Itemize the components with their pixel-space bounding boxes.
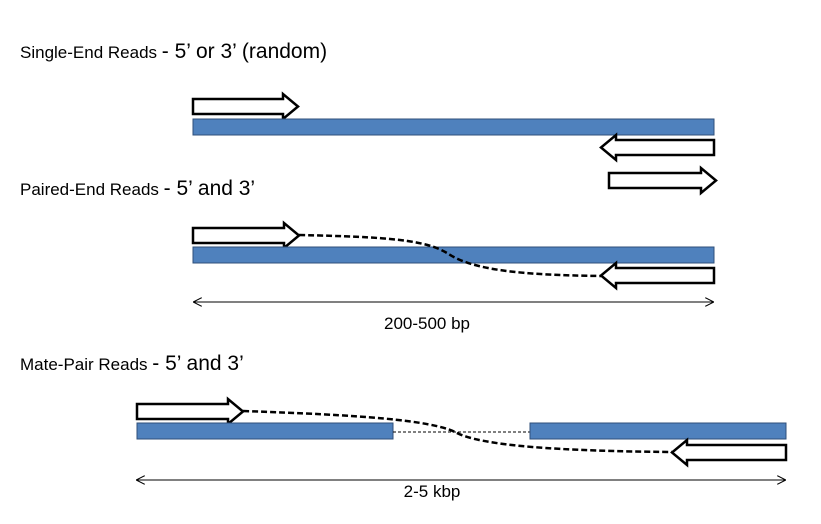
dna-fragment bbox=[192, 246, 715, 264]
dna-fragment-left bbox=[136, 422, 394, 440]
section-title-paired-end: Paired-End Reads - 5’ and 3’ bbox=[20, 178, 255, 201]
section-label: Paired-End Reads bbox=[20, 180, 159, 199]
section-detail: - 5’ or 3’ (random) bbox=[161, 40, 328, 63]
read-arrow-forward bbox=[607, 165, 718, 196]
read-arrow-reverse bbox=[599, 132, 716, 163]
dna-fragment bbox=[192, 118, 715, 136]
read-arrow-forward bbox=[191, 220, 301, 251]
read-arrow-reverse bbox=[599, 260, 716, 291]
read-arrow-reverse bbox=[670, 437, 788, 468]
section-detail: - 5’ and 3’ bbox=[152, 352, 244, 375]
dna-fragment-right bbox=[529, 422, 787, 440]
section-detail: - 5’ and 3’ bbox=[163, 177, 256, 200]
read-arrow-forward bbox=[135, 396, 245, 427]
section-label: Single-End Reads bbox=[20, 43, 158, 62]
pair-link-dashed bbox=[242, 409, 673, 454]
section-title-single-end: Single-End Reads - 5’ or 3’ (random) bbox=[20, 41, 327, 64]
insert-size-label-paired: 200-500 bp bbox=[383, 314, 471, 333]
section-label: Mate-Pair Reads bbox=[20, 355, 148, 374]
section-title-mate-pair: Mate-Pair Reads - 5’ and 3’ bbox=[20, 353, 244, 376]
read-arrow-forward bbox=[191, 91, 300, 122]
insert-size-label-mate: 2-5 kbp bbox=[403, 482, 461, 501]
